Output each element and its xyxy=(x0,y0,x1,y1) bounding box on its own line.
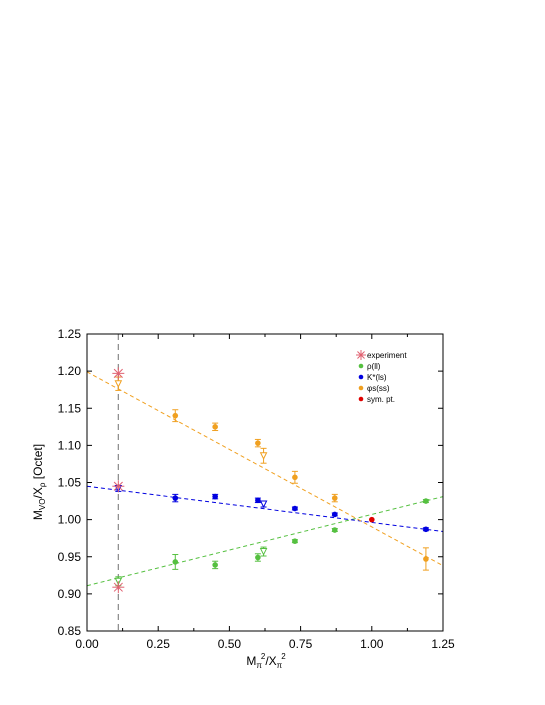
rho-point xyxy=(292,538,298,544)
phi-point xyxy=(172,412,179,419)
legend: experiment ρ(ll) K*(ls) φs(ss) sym. pt. xyxy=(356,350,407,404)
y-tick-label: 1.25 xyxy=(58,327,82,341)
x-tick-label: 0.75 xyxy=(289,637,313,651)
x-axis-title: Mπ2/Xπ2 xyxy=(246,652,286,670)
rho-open-point xyxy=(259,548,268,556)
legend-marker-experiment-stroke xyxy=(357,351,365,359)
rho-point xyxy=(423,498,429,504)
axis-ticks-layer: 0.00 0.25 0.50 0.75 1.00 1.25 0.85 0.90 0.95 1.00… xyxy=(58,327,455,651)
y-tick-label: 1.05 xyxy=(58,476,82,490)
kstar-point xyxy=(292,505,298,512)
symmetric-point xyxy=(369,516,375,523)
legend-label: sym. pt. xyxy=(367,395,395,404)
legend-marker xyxy=(358,385,364,391)
experiment-point-stroke xyxy=(113,582,123,592)
legend-label: φs(ss) xyxy=(367,384,390,393)
legend-label: experiment xyxy=(367,351,407,360)
rho-fit-line xyxy=(86,496,444,587)
kstar-open-point xyxy=(259,500,268,509)
kstar-point xyxy=(331,511,338,518)
x-tick-label: 1.25 xyxy=(431,637,455,651)
rho-point xyxy=(172,559,179,565)
experiment-point-stroke xyxy=(113,368,123,378)
experiment-point xyxy=(112,581,125,594)
experiment-point xyxy=(112,367,125,380)
rho-point xyxy=(255,554,261,561)
phi-point xyxy=(292,474,298,481)
rho-point xyxy=(212,562,218,568)
data-points-layer xyxy=(112,367,429,594)
phi-open-point xyxy=(259,452,268,460)
kstar-point xyxy=(212,493,218,500)
phi-point xyxy=(212,424,218,430)
kstar-point xyxy=(255,497,261,504)
y-tick-label: 0.90 xyxy=(58,587,82,601)
experiment-point-stroke xyxy=(113,481,123,491)
x-tick-label: 1.00 xyxy=(360,637,384,651)
y-tick-label: 0.85 xyxy=(58,624,82,638)
x-tick-label: 0.50 xyxy=(218,637,242,651)
experiment-point xyxy=(112,480,125,493)
phi-point xyxy=(331,495,338,501)
kstar-point xyxy=(172,495,179,501)
legend-marker xyxy=(358,396,364,402)
y-tick-label: 1.00 xyxy=(58,513,82,527)
phi-point xyxy=(255,440,261,446)
x-tick-label: 0.25 xyxy=(147,637,171,651)
y-axis-title: MVO/Xρ [Octet] xyxy=(31,444,47,520)
y-tick-label: 1.10 xyxy=(58,438,82,452)
rho-point xyxy=(331,527,338,533)
plot-frame xyxy=(86,333,444,632)
fit-lines-layer xyxy=(86,334,444,631)
legend-marker xyxy=(358,363,364,369)
legend-marker-experiment xyxy=(356,350,366,360)
legend-label: K*(ls) xyxy=(367,373,387,382)
x-tick-label: 0.00 xyxy=(75,637,99,651)
y-tick-label: 0.95 xyxy=(58,550,82,564)
kstar-point xyxy=(423,526,429,533)
phi-open-point xyxy=(114,380,123,388)
phi-point xyxy=(423,556,429,562)
legend-label: ρ(ll) xyxy=(367,362,381,371)
y-tick-label: 1.20 xyxy=(58,364,82,378)
phi-fit-line xyxy=(86,371,444,567)
legend-marker xyxy=(358,374,364,380)
kstar-fit-line xyxy=(86,485,444,533)
y-tick-label: 1.15 xyxy=(58,401,82,415)
